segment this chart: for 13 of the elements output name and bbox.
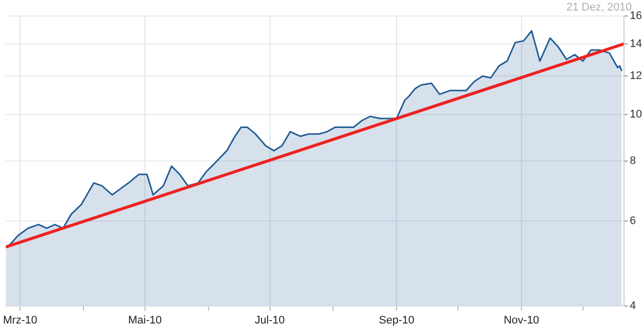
y-tick-label: 16 — [630, 10, 642, 22]
x-tick-label: Mrz-10 — [2, 314, 38, 326]
x-tick-label: Sep-10 — [378, 314, 414, 326]
x-tick-label: Mai-10 — [128, 314, 162, 326]
x-tick-label: Jul-10 — [254, 314, 285, 326]
x-tick-label: Nov-10 — [504, 314, 540, 326]
y-tick-label: 14 — [630, 38, 642, 50]
text: 21 Dez, 2010 — [566, 2, 632, 14]
y-tick-label: 10 — [630, 108, 642, 120]
y-tick-label: 12 — [630, 70, 642, 82]
y-tick-label: 8 — [630, 154, 636, 167]
y-tick-label: 6 — [630, 215, 636, 228]
y-tick-label: 4 — [630, 300, 636, 312]
